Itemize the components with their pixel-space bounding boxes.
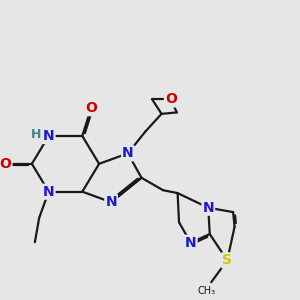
Text: CH₃: CH₃ xyxy=(198,286,216,296)
Text: N: N xyxy=(105,195,117,209)
Text: N: N xyxy=(43,129,55,143)
Text: N: N xyxy=(43,185,55,199)
Text: N: N xyxy=(185,236,197,250)
Text: O: O xyxy=(165,92,177,106)
Text: N: N xyxy=(202,201,214,215)
Text: S: S xyxy=(222,253,232,267)
Text: N: N xyxy=(122,146,134,160)
Text: H: H xyxy=(31,128,42,141)
Text: O: O xyxy=(0,157,11,171)
Text: O: O xyxy=(85,101,97,115)
